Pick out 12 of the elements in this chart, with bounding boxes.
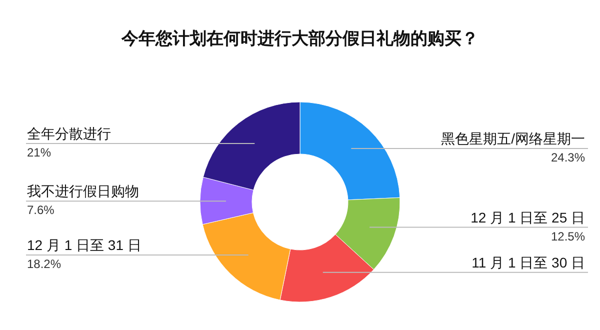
data-label: 12.5%	[550, 229, 586, 244]
slice-label: 11 月 1 日至 30 日	[472, 254, 585, 270]
slice-label: 我不进行假日购物	[27, 183, 139, 200]
chart-title: 今年您计划在何时进行大部分假日礼物的购买？	[120, 29, 478, 48]
data-label: 18.2%	[27, 256, 62, 271]
data-label: 7.6%	[27, 203, 55, 218]
slice-label: 12 月 1 日至 31 日	[27, 236, 142, 253]
slice-label: 全年分散进行	[27, 126, 111, 142]
data-label: 21%	[27, 146, 52, 160]
slice-label: 12 月 1 日至 25 日	[470, 209, 585, 226]
data-label: 24.3%	[550, 150, 586, 165]
slice-label: 黑色星期五/网络星期一	[441, 130, 585, 147]
